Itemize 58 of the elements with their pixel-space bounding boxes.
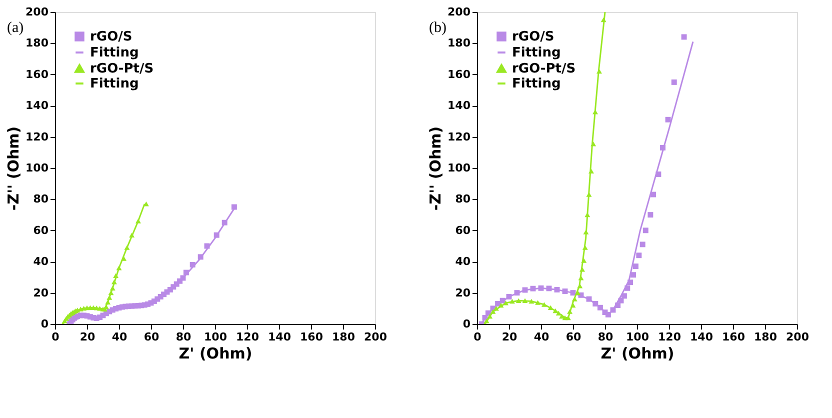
- x-tick-label: 120: [658, 330, 682, 344]
- x-tick-label: 80: [598, 330, 614, 344]
- x-tick-label: 0: [474, 330, 482, 344]
- y-tick-label: 20: [33, 286, 49, 300]
- y-tick-label: 80: [33, 192, 49, 206]
- y-tick-label: 140: [448, 99, 471, 112]
- y-tick-label: 40: [455, 255, 471, 268]
- y-tick-label: 180: [26, 36, 49, 50]
- text: (a): [7, 20, 24, 36]
- legend-label: rGO/S: [512, 30, 554, 44]
- x-tick-label: 60: [566, 330, 582, 344]
- y-tick-label: 60: [455, 224, 471, 237]
- x-tick-label: 160: [300, 330, 324, 344]
- x-axis-title: Z' (Ohm): [600, 344, 674, 362]
- x-tick-label: 140: [690, 330, 714, 344]
- y-axis-title: -Z'' (Ohm): [426, 126, 445, 211]
- x-tick-label: 120: [236, 330, 260, 344]
- y-tick-label: 0: [462, 318, 471, 330]
- legend-label: Fitting: [512, 76, 561, 92]
- y-tick-label: 40: [33, 255, 49, 268]
- x-axis-title: Z' (Ohm): [178, 344, 252, 362]
- x-tick-label: 20: [502, 330, 518, 344]
- x-tick-label: 140: [268, 330, 292, 344]
- legend-label: rGO/S: [90, 30, 132, 44]
- y-tick-label: 60: [33, 224, 49, 237]
- y-tick-label: 200: [26, 6, 49, 18]
- legend-label: rGO-Pt/S: [512, 62, 576, 76]
- x-tick-label: 100: [626, 330, 650, 344]
- y-tick-label: 100: [448, 162, 471, 174]
- x-tick-label: 200: [786, 330, 810, 344]
- y-tick-label: 20: [455, 286, 471, 300]
- x-tick-label: 160: [722, 330, 746, 344]
- y-tick-label: 160: [448, 68, 471, 81]
- y-axis-title: -Z'' (Ohm): [4, 126, 23, 211]
- x-tick-label: 40: [534, 330, 550, 344]
- x-tick-label: 20: [80, 330, 96, 344]
- x-tick-label: 60: [144, 330, 160, 344]
- x-tick-label: 0: [52, 330, 60, 344]
- y-tick-label: 120: [448, 130, 471, 144]
- y-tick-label: 80: [455, 192, 471, 206]
- x-tick-label: 40: [112, 330, 128, 344]
- x-tick-label: 200: [364, 330, 388, 344]
- y-tick-label: 100: [26, 162, 49, 174]
- y-tick-label: 140: [26, 99, 49, 112]
- text: (b): [429, 20, 446, 36]
- y-tick-label: 0: [40, 318, 49, 330]
- x-tick-label: 180: [332, 330, 356, 344]
- legend-label: rGO-Pt/S: [90, 62, 154, 76]
- y-tick-label: 200: [448, 6, 471, 18]
- legend-label: Fitting: [90, 46, 139, 60]
- y-tick-label: 160: [26, 68, 49, 81]
- y-tick-label: 180: [448, 36, 471, 50]
- y-tick-label: 120: [26, 130, 49, 144]
- x-tick-label: 100: [204, 330, 228, 344]
- x-tick-label: 80: [176, 330, 192, 344]
- legend-label: Fitting: [512, 46, 561, 60]
- legend-label: Fitting: [90, 76, 139, 92]
- x-tick-label: 180: [754, 330, 778, 344]
